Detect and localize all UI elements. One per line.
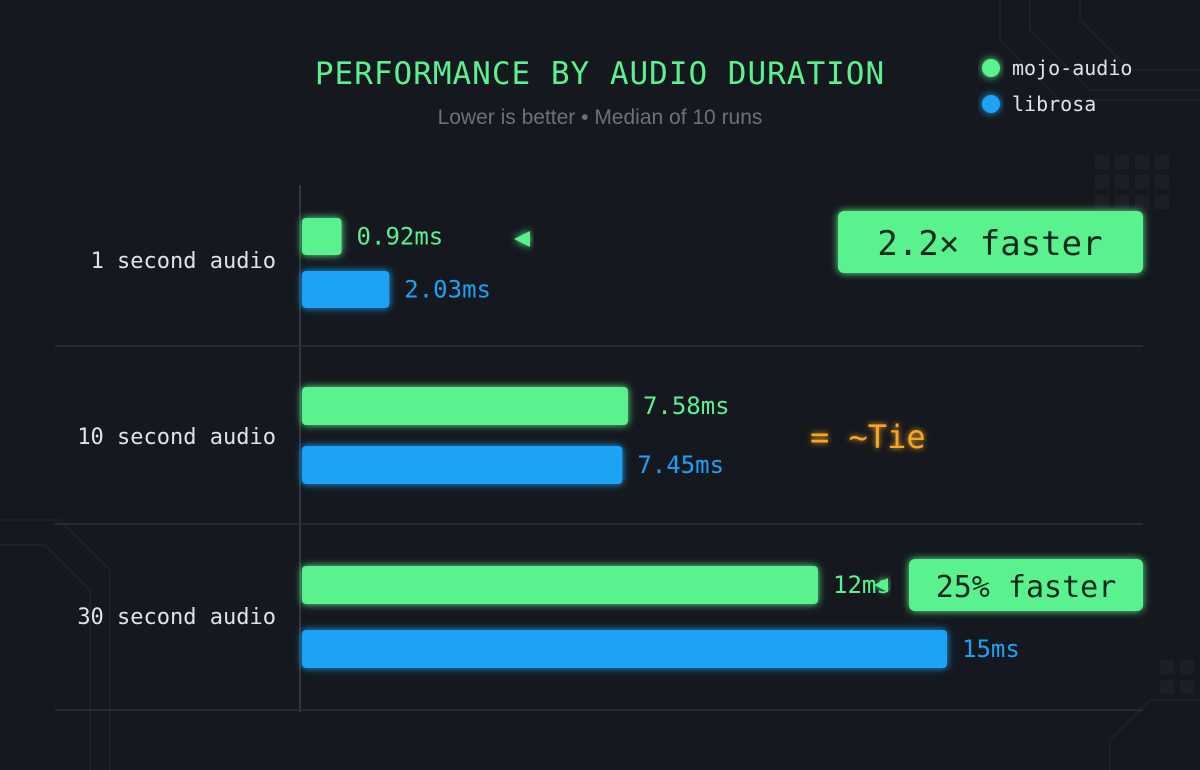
value-label-librosa-1: 7.45ms (637, 451, 724, 479)
arrow-head-icon (874, 578, 888, 592)
bar-librosa-0 (302, 271, 390, 308)
category-label-1s: 1 second audio (91, 249, 276, 274)
bar-mojo-audio-0 (302, 218, 342, 255)
bar-librosa-1 (302, 446, 623, 484)
arrow-head-icon (514, 231, 530, 247)
bar-mojo-audio-2 (302, 566, 818, 604)
category-label-10s: 10 second audio (77, 425, 276, 450)
callout-text-2-2x: 2.2× faster (877, 224, 1102, 264)
tie-text: = ~Tie (810, 418, 926, 456)
value-label-librosa-0: 2.03ms (404, 276, 491, 304)
bar-mojo-audio-1 (302, 387, 628, 425)
bars (302, 218, 947, 668)
legend-swatch-librosa (982, 95, 1000, 113)
callout-text-25pct: 25% faster (936, 570, 1117, 605)
value-label-mojo-audio-0: 0.92ms (357, 223, 444, 251)
callout-box (838, 211, 1143, 273)
legend-label-librosa: librosa (1012, 92, 1096, 116)
chart-title: PERFORMANCE BY AUDIO DURATION (315, 56, 885, 92)
annotation-10s: = ~Tie (810, 418, 926, 456)
annotation-1s: 2.2× faster (514, 211, 1143, 273)
legend-swatch-mojo-audio (982, 59, 1000, 77)
legend-label-mojo-audio: mojo-audio (1012, 56, 1132, 80)
chart-subtitle: Lower is better • Median of 10 runs (438, 106, 763, 129)
callout-box (909, 559, 1143, 611)
legend: mojo-audio librosa (982, 56, 1132, 116)
annotation-30s: 25% faster (874, 559, 1143, 611)
bar-librosa-2 (302, 630, 947, 668)
value-label-mojo-audio-1: 7.58ms (643, 392, 730, 420)
value-label-librosa-2: 15ms (962, 635, 1020, 663)
category-label-30s: 30 second audio (77, 605, 276, 630)
